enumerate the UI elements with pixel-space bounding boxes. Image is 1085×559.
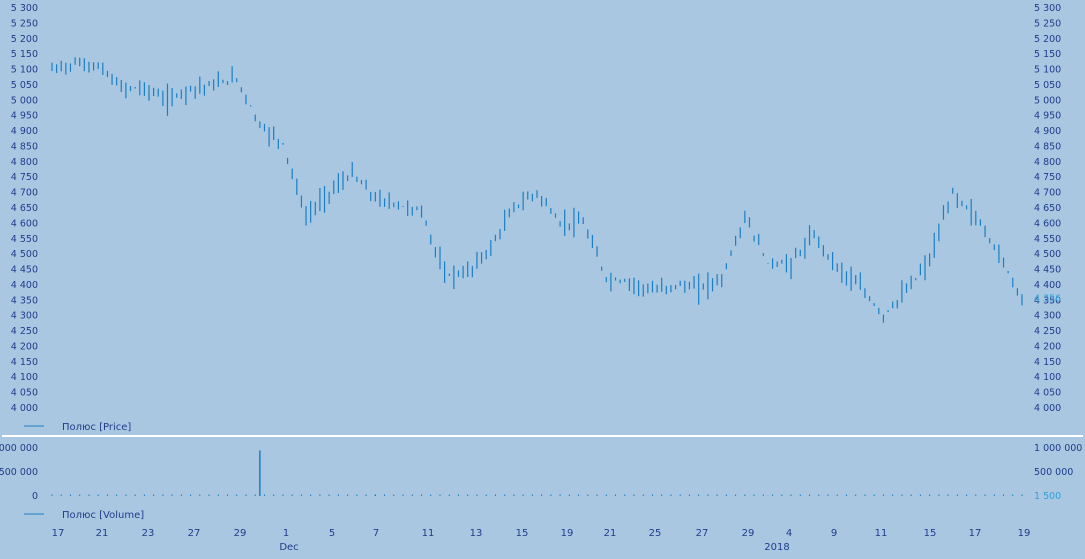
x-tick-label: 9 [831,528,837,539]
x-tick-label: 23 [142,528,155,539]
price-y-tick-left: 4 300 [11,311,38,322]
x-tick-label: 19 [1018,528,1031,539]
x-tick-label: 1 [283,528,289,539]
price-y-tick-right: 4 600 [1034,218,1061,229]
price-y-tick-left: 4 700 [11,188,38,199]
price-y-tick-right: 4 450 [1034,265,1061,276]
price-y-tick-right: 5 050 [1034,80,1061,91]
x-tick-label: 25 [649,528,662,539]
price-y-tick-right: 4 800 [1034,157,1061,168]
price-y-axis-right: 5 300 5 250 5 200 5 150 5 100 5 050 5 000 4 950… [1034,3,1061,414]
volume-y-tick-left: 0 [32,491,38,502]
price-y-tick-left: 4 550 [11,234,38,245]
volume-y-tick-left: 500 000 [0,467,38,478]
price-y-tick-left: 4 750 [11,172,38,183]
price-y-tick-left: 4 500 [11,249,38,260]
price-y-tick-right: 4 550 [1034,234,1061,245]
price-y-tick-left: 4 850 [11,141,38,152]
x-tick-label: 29 [742,528,755,539]
volume-y-axis-right: 1 000 000 500 000 1 500 [1034,443,1082,502]
price-y-tick-left: 4 600 [11,218,38,229]
price-last-value: 4 356 [1034,293,1061,304]
price-y-tick-left: 4 450 [11,265,38,276]
x-tick-label: 4 [786,528,792,539]
price-y-tick-right: 4 650 [1034,203,1061,214]
x-axis: 17 21 23 27 29 1 5 7 11 13 15 19 21 25 27 29 4 9 11 15 17 19D… [52,528,1031,553]
x-tick-label: 17 [969,528,982,539]
x-tick-label: 15 [516,528,529,539]
price-y-tick-left: 5 250 [11,18,38,29]
price-y-tick-right: 4 250 [1034,326,1061,337]
price-y-tick-left: 4 100 [11,372,38,383]
x-tick-label: 11 [875,528,888,539]
price-y-tick-right: 4 150 [1034,357,1061,368]
x-tick-label: 11 [422,528,435,539]
price-y-tick-right: 4 350 [1034,295,1061,306]
volume-series [51,450,1023,496]
price-y-tick-right: 4 950 [1034,111,1061,122]
price-y-tick-right: 4 750 [1034,172,1061,183]
price-y-tick-right: 5 000 [1034,95,1061,106]
price-y-tick-right: 4 100 [1034,372,1061,383]
x-tick-label: 21 [96,528,109,539]
price-y-axis-left: 5 300 5 250 5 200 5 150 5 100 5 050 5 000 4 950… [11,3,38,414]
x-tick-label: 17 [52,528,65,539]
price-y-tick-left: 4 400 [11,280,38,291]
price-y-tick-left: 4 350 [11,295,38,306]
x-period-label: 2018 [764,542,789,553]
x-tick-label: 21 [604,528,617,539]
volume-y-tick-left: 1 000 000 [0,443,38,454]
price-y-tick-right: 4 700 [1034,188,1061,199]
price-y-tick-left: 5 050 [11,80,38,91]
volume-y-tick-right: 500 000 [1034,467,1073,478]
volume-last-value: 1 500 [1034,491,1061,502]
price-y-tick-left: 4 150 [11,357,38,368]
price-y-tick-left: 4 050 [11,388,38,399]
x-tick-label: 27 [188,528,201,539]
price-y-tick-left: 5 150 [11,49,38,60]
price-y-tick-left: 4 650 [11,203,38,214]
x-tick-label: 15 [924,528,937,539]
price-y-tick-right: 5 250 [1034,18,1061,29]
price-y-tick-left: 4 800 [11,157,38,168]
volume-legend-label: Полюс [Volume] [62,510,144,521]
price-y-tick-right: 4 850 [1034,141,1061,152]
price-legend-label: Полюс [Price] [62,422,131,433]
price-y-tick-right: 4 000 [1034,403,1061,414]
price-y-tick-left: 4 200 [11,341,38,352]
price-y-tick-right: 4 900 [1034,126,1061,137]
x-tick-label: 27 [696,528,709,539]
price-y-tick-right: 4 300 [1034,311,1061,322]
volume-y-axis-left: 1 000 000 500 000 0 [0,443,38,502]
legends: Полюс [Price] Полюс [Volume] [24,422,144,521]
price-y-tick-right: 5 200 [1034,34,1061,45]
price-y-tick-right: 5 100 [1034,65,1061,76]
volume-y-tick-right: 1 000 000 [1034,443,1082,454]
price-y-tick-right: 5 300 [1034,3,1061,14]
price-y-tick-left: 4 000 [11,403,38,414]
price-y-tick-left: 4 900 [11,126,38,137]
price-y-tick-left: 4 250 [11,326,38,337]
price-series [51,57,1023,323]
price-y-tick-right: 4 050 [1034,388,1061,399]
price-y-tick-left: 4 950 [11,111,38,122]
price-y-tick-right: 4 400 [1034,280,1061,291]
x-period-label: Dec [279,542,298,553]
price-y-tick-left: 5 200 [11,34,38,45]
price-y-tick-right: 4 500 [1034,249,1061,260]
price-y-tick-right: 4 200 [1034,341,1061,352]
price-y-tick-left: 5 000 [11,95,38,106]
price-y-tick-left: 5 300 [11,3,38,14]
x-tick-label: 29 [234,528,247,539]
x-tick-label: 13 [470,528,483,539]
x-tick-label: 19 [561,528,574,539]
x-tick-label: 7 [373,528,379,539]
price-y-tick-left: 5 100 [11,65,38,76]
price-y-tick-right: 5 150 [1034,49,1061,60]
x-tick-label: 5 [329,528,335,539]
